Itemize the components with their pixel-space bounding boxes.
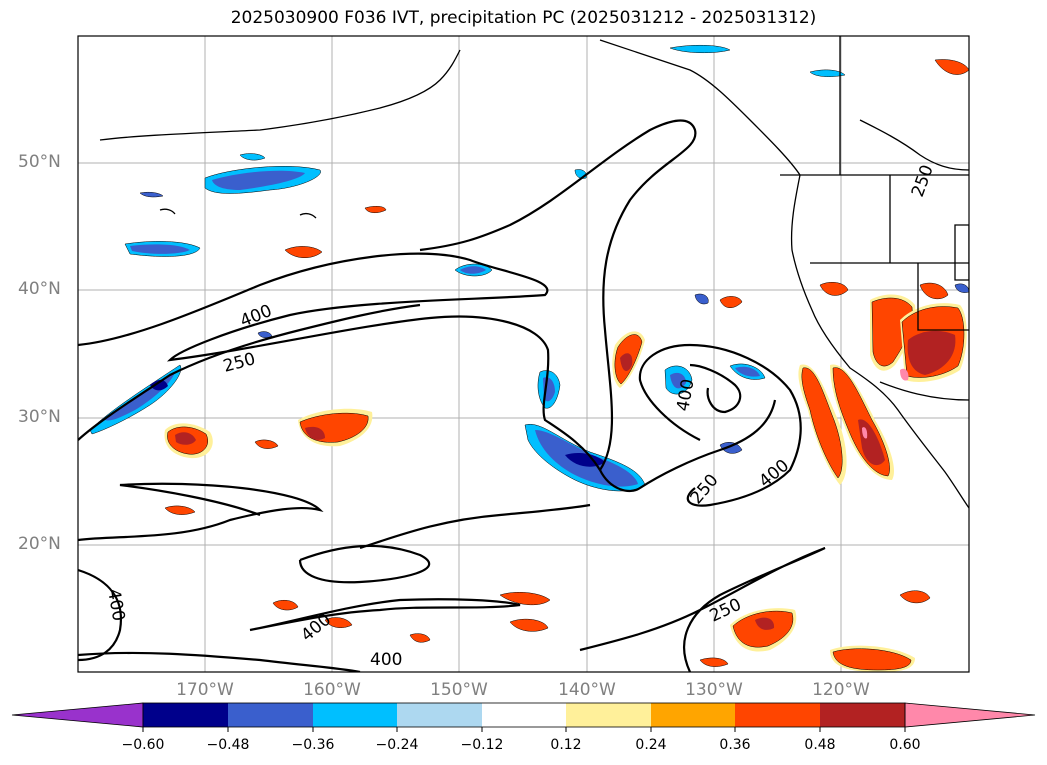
- lat-label-50n: 50°N: [18, 152, 61, 172]
- contour-label: 400: [237, 301, 275, 332]
- lon-label-140w: 140°W: [558, 680, 616, 700]
- colorbar-tick-label: −0.24: [375, 737, 419, 753]
- colorbar: [11, 702, 1036, 732]
- ivt-contours: [78, 119, 826, 672]
- colorbar-tick-label: −0.36: [291, 737, 335, 753]
- contour-label: 400: [673, 377, 698, 412]
- contour-label: 250: [908, 162, 938, 199]
- positive-precip-areas: [164, 59, 969, 672]
- contour-label: 400: [755, 456, 793, 492]
- colorbar-tick-label: 0.60: [889, 737, 921, 753]
- lon-label-120w: 120°W: [812, 680, 870, 700]
- colorbar-tick-label: 0.12: [550, 737, 582, 753]
- contour-label: 250: [221, 349, 258, 377]
- colorbar-tick-label: 0.36: [719, 737, 751, 753]
- lon-label-160w: 160°W: [303, 680, 361, 700]
- colorbar-tick-label: 0.24: [635, 737, 667, 753]
- contour-label: 250: [687, 470, 723, 508]
- colorbar-tick-label: −0.48: [206, 737, 250, 753]
- contour-label: 400: [103, 587, 128, 622]
- lat-label-20n: 20°N: [18, 534, 61, 554]
- lon-label-150w: 150°W: [430, 680, 488, 700]
- colorbar-tick-label: −0.60: [121, 737, 165, 753]
- colorbar-tick-label: −0.12: [460, 737, 504, 753]
- lon-label-130w: 130°W: [685, 680, 743, 700]
- map-frame: [77, 35, 970, 673]
- colorbar-tick-label: 0.48: [804, 737, 836, 753]
- lat-label-40n: 40°N: [18, 279, 61, 299]
- map-title: 2025030900 F036 IVT, precipitation PC (2…: [230, 8, 817, 28]
- contour-label: 400: [370, 650, 402, 670]
- coastlines: [99, 36, 969, 509]
- lon-label-170w: 170°W: [176, 680, 234, 700]
- negative-precip-areas: [89, 45, 969, 492]
- lat-label-30n: 30°N: [18, 407, 61, 427]
